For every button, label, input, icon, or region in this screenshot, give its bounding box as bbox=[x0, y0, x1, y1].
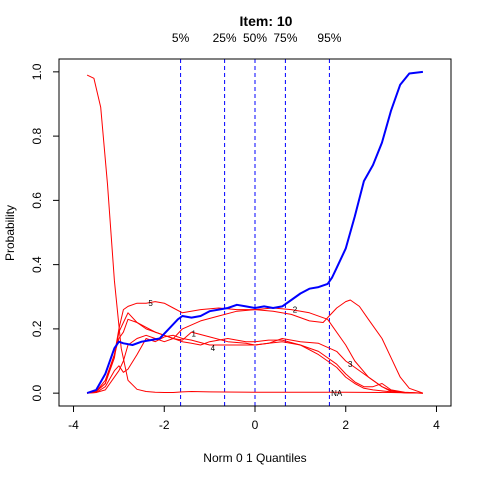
x-tick-label: 2 bbox=[342, 418, 349, 432]
y-tick-label: 0.6 bbox=[30, 192, 44, 209]
y-tick-label: 0.4 bbox=[30, 256, 44, 273]
x-tick-label: 4 bbox=[433, 418, 440, 432]
y-tick-label: 0.0 bbox=[30, 384, 44, 401]
series-line-key bbox=[86, 70, 424, 395]
series-line-option bbox=[87, 318, 423, 394]
y-tick-label: 0.8 bbox=[30, 127, 44, 144]
y-tick-label: 0.2 bbox=[30, 320, 44, 337]
series-label: 5 bbox=[148, 299, 153, 308]
series-label: 3 bbox=[348, 360, 353, 369]
quantile-label: 50% bbox=[243, 31, 267, 45]
quantile-label: 5% bbox=[172, 31, 190, 45]
series-label: 4 bbox=[211, 344, 216, 353]
series-line-option bbox=[87, 299, 424, 394]
quantile-label: 75% bbox=[273, 31, 297, 45]
chart-title: Item: 10 bbox=[240, 13, 293, 29]
axes: -4 -2 0 2 4 0.0 0.2 0.4 0.6 0.8 1.0 bbox=[30, 63, 440, 432]
x-axis-label: Norm 0 1 Quantiles bbox=[203, 451, 306, 465]
series-label: 1 bbox=[192, 330, 197, 339]
series-lines bbox=[86, 70, 424, 395]
series-label: 2 bbox=[293, 306, 298, 315]
quantile-label: 95% bbox=[317, 31, 341, 45]
x-tick-label: -2 bbox=[159, 418, 170, 432]
quantile-label: 25% bbox=[213, 31, 237, 45]
series-line-option bbox=[87, 334, 423, 394]
x-tick-label: 0 bbox=[252, 418, 259, 432]
y-tick-label: 1.0 bbox=[30, 63, 44, 80]
y-axis-label: Probability bbox=[3, 205, 17, 261]
series-line-option bbox=[87, 301, 423, 394]
series-labels: NA 5 2 1 4 3 bbox=[148, 299, 353, 398]
series-line-option bbox=[87, 334, 423, 394]
series-line-option bbox=[86, 74, 423, 394]
series-label: NA bbox=[331, 389, 343, 398]
x-tick-label: -4 bbox=[68, 418, 79, 432]
